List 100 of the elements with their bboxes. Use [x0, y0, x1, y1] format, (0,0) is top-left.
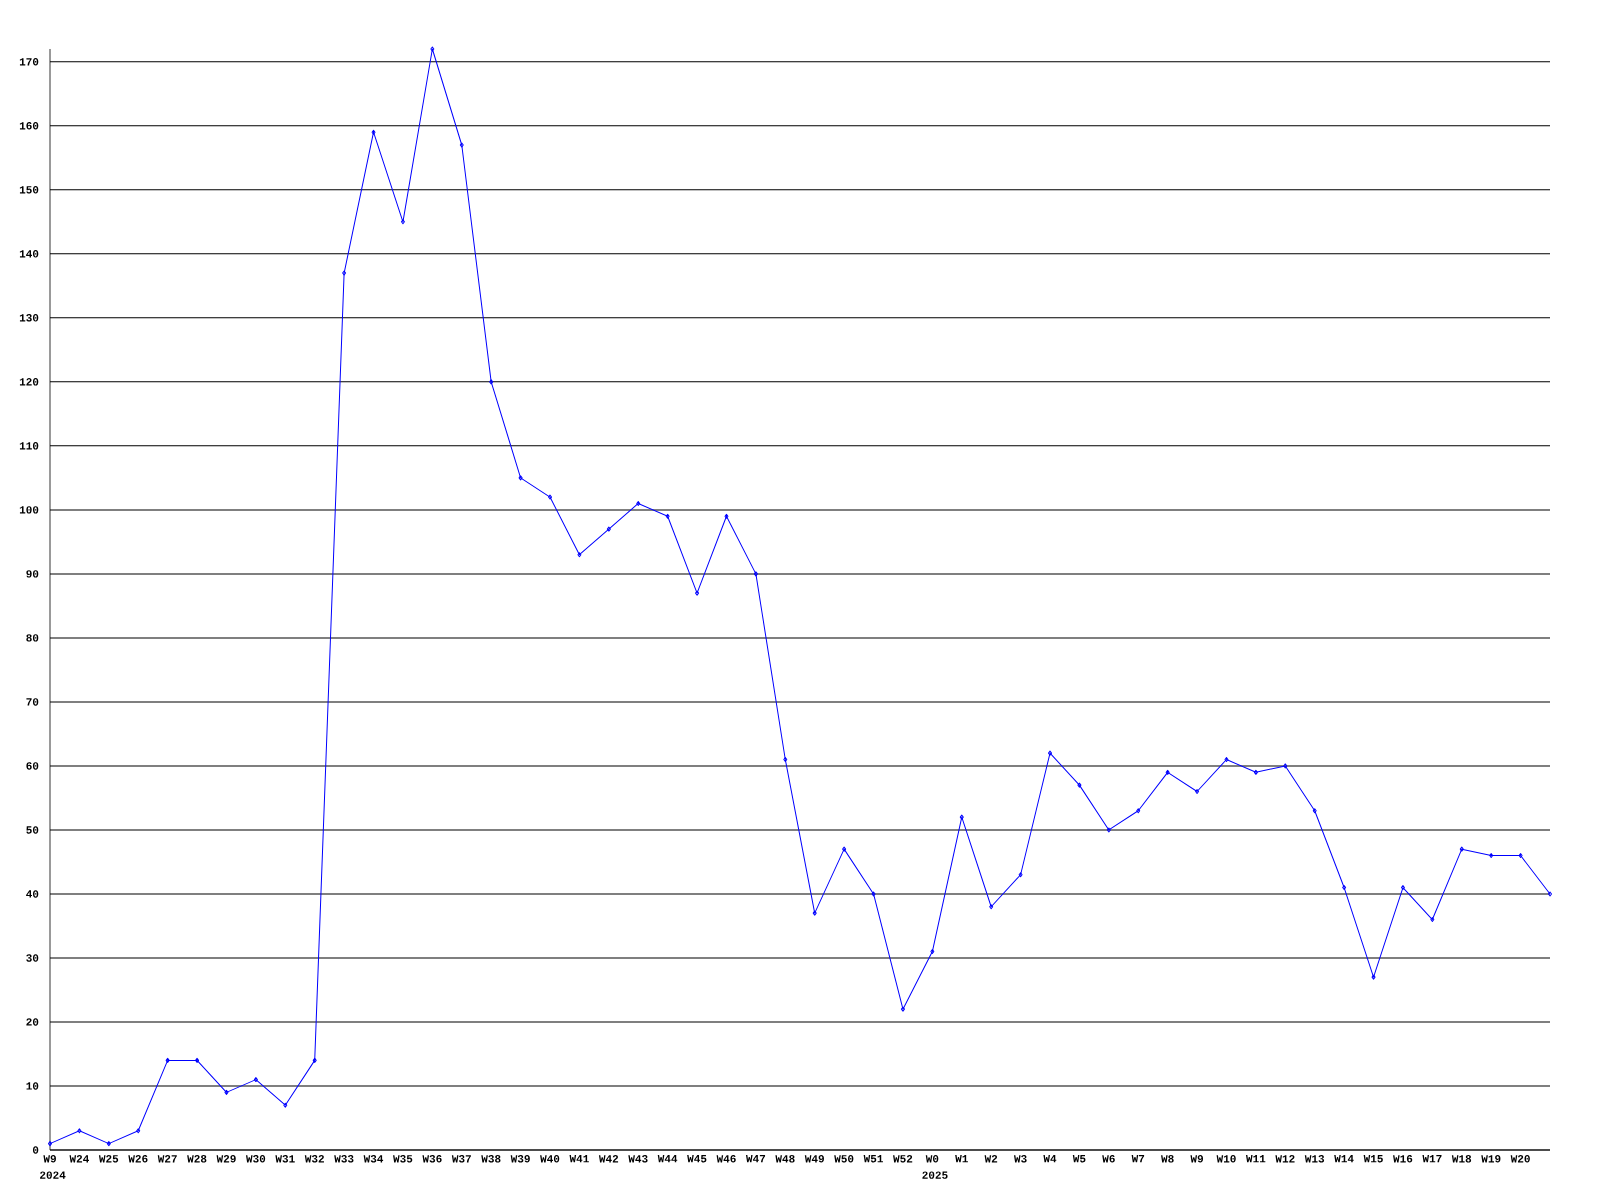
x-tick-label: W9: [43, 1155, 56, 1163]
point: [136, 1128, 141, 1134]
x-tick-label: W41: [569, 1155, 589, 1163]
x-tick-label: W33: [334, 1155, 354, 1163]
x-tick-label: W8: [1161, 1155, 1174, 1163]
point: [989, 904, 994, 910]
point: [783, 757, 788, 763]
point: [1048, 750, 1053, 756]
x-tick-label: W27: [157, 1155, 177, 1163]
x-tick-label: W29: [216, 1155, 236, 1163]
point: [489, 379, 494, 385]
x-tick-label: W16: [1393, 1155, 1413, 1163]
x-tick-label: W2: [984, 1155, 998, 1163]
x-tick-label: W9: [1190, 1155, 1204, 1163]
x-tick-label: W40: [540, 1155, 560, 1163]
point: [400, 219, 405, 225]
x-tick-label: W45: [687, 1155, 707, 1163]
x-tick-label: W52: [893, 1155, 913, 1163]
x-tick-label: W5: [1072, 1155, 1086, 1163]
x-tick-label: W11: [1245, 1155, 1266, 1163]
point: [636, 500, 641, 506]
x-tick-label: W6: [1102, 1155, 1115, 1163]
y-tick-label: 70: [26, 698, 39, 706]
point: [195, 1057, 200, 1063]
y-tick-label: 50: [26, 826, 39, 834]
point: [1312, 808, 1317, 814]
y-tick-label: 110: [19, 442, 39, 450]
x-tick-label: W10: [1216, 1155, 1236, 1163]
x-tick-label: W47: [745, 1155, 766, 1163]
x-tick-label: W44: [657, 1155, 678, 1163]
x-tick-label: W13: [1304, 1155, 1325, 1163]
point: [695, 590, 700, 596]
point: [1400, 885, 1405, 891]
point: [371, 129, 376, 135]
point: [1224, 757, 1229, 763]
point: [283, 1102, 288, 1108]
point: [812, 910, 817, 916]
point: [577, 552, 582, 558]
point: [224, 1089, 229, 1095]
point: [1459, 846, 1464, 852]
x-tick-label: W19: [1481, 1155, 1501, 1163]
point: [959, 814, 964, 820]
y-tick-label: 140: [19, 250, 39, 258]
x-tick-label: W17: [1422, 1155, 1442, 1163]
x-tick-label: W37: [451, 1155, 471, 1163]
x-tick-label: W3: [1013, 1155, 1027, 1163]
x-tick-label: W7: [1131, 1155, 1145, 1163]
point: [77, 1128, 82, 1134]
point: [753, 571, 758, 577]
x-tick-label: W0: [925, 1155, 939, 1163]
point: [1371, 974, 1376, 980]
x-tick-label: W26: [128, 1155, 148, 1163]
point: [430, 46, 435, 52]
y-tick-label: 60: [26, 762, 39, 770]
point: [1518, 853, 1523, 859]
x-tick-label: W46: [716, 1155, 736, 1163]
point: [1430, 917, 1435, 923]
y-tick-label: 10: [26, 1082, 39, 1090]
point: [253, 1077, 258, 1083]
point: [1106, 827, 1111, 833]
y-tick-label: 40: [26, 890, 39, 898]
point: [459, 142, 464, 148]
point: [1077, 782, 1082, 788]
x-tick-label: W12: [1275, 1155, 1295, 1163]
point: [606, 526, 611, 532]
point: [106, 1141, 111, 1147]
x-tick-label: W28: [187, 1155, 207, 1163]
point: [1283, 763, 1288, 769]
point: [724, 513, 729, 519]
x-tick-label: W36: [422, 1155, 442, 1163]
point: [842, 846, 847, 852]
point: [1195, 789, 1200, 795]
y-tick-label: 0: [32, 1146, 39, 1154]
point: [665, 513, 670, 519]
point: [900, 1006, 905, 1012]
y-tick-label: 30: [26, 954, 39, 962]
y-tick-label: 120: [19, 378, 39, 386]
point: [548, 494, 553, 500]
x-tick-label: W31: [275, 1155, 295, 1163]
x-tick-label: W25: [98, 1155, 119, 1163]
x-tick-label: W24: [69, 1155, 89, 1163]
x-tick-label: W43: [628, 1155, 648, 1163]
x-tick-label: W34: [363, 1155, 384, 1163]
point: [930, 949, 935, 955]
x-tick-label: W51: [863, 1155, 883, 1163]
x-tick-label: W35: [393, 1155, 413, 1163]
x-tick-label: W38: [481, 1155, 501, 1163]
y-tick-label: 100: [19, 506, 39, 514]
point: [871, 891, 876, 897]
x-tick-label: W1: [955, 1155, 968, 1163]
x-tick-label: W20: [1510, 1155, 1530, 1163]
x-tick-label: W32: [304, 1155, 324, 1163]
x-tick-label: W42: [598, 1155, 619, 1163]
y-tick-label: 90: [26, 570, 39, 578]
x-tick-label: W4: [1043, 1155, 1057, 1163]
text: 2024: [40, 1171, 66, 1179]
point: [1342, 885, 1347, 891]
y-tick-label: 130: [19, 314, 39, 322]
point: [1018, 872, 1023, 878]
point: [312, 1057, 317, 1063]
